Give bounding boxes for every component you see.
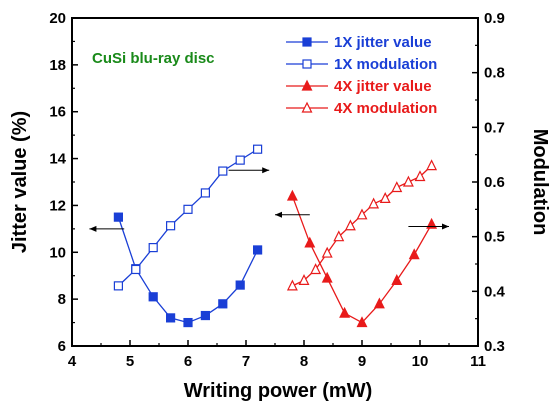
x-axis-ticks: 4 5 6 7 8 9 10 11 bbox=[68, 340, 486, 370]
data-point bbox=[379, 192, 391, 203]
data-point bbox=[426, 217, 438, 229]
data-point bbox=[148, 243, 158, 253]
data-point bbox=[148, 292, 158, 302]
legend-label: 1X modulation bbox=[334, 56, 437, 73]
x-tick-label: 8 bbox=[300, 353, 308, 370]
data-point bbox=[321, 246, 333, 258]
y2-tick-label: 0.9 bbox=[484, 10, 505, 27]
y-tick-label: 16 bbox=[49, 104, 66, 121]
legend-label: 4X jitter value bbox=[334, 78, 432, 95]
data-point bbox=[402, 175, 414, 187]
data-point bbox=[253, 245, 263, 255]
axis-indicator-arrow bbox=[89, 225, 125, 232]
legend-marker bbox=[301, 79, 313, 91]
legend-entry: 4X modulation bbox=[286, 100, 437, 117]
y-tick-label: 20 bbox=[49, 10, 66, 27]
data-point bbox=[131, 264, 141, 275]
y2-axis-title: Modulation bbox=[529, 129, 550, 236]
data-point bbox=[235, 280, 245, 290]
legend-entry: 1X jitter value bbox=[286, 34, 432, 51]
data-point bbox=[253, 144, 263, 154]
data-point bbox=[200, 310, 210, 321]
data-point bbox=[235, 155, 245, 165]
data-point bbox=[166, 313, 176, 323]
data-point bbox=[286, 279, 298, 291]
y-axis-ticks: 6 8 10 12 14 16 18 20 bbox=[49, 10, 78, 355]
x-tick-label: 10 bbox=[412, 353, 429, 370]
data-point bbox=[426, 159, 438, 171]
y2-tick-label: 0.6 bbox=[484, 174, 505, 191]
y-tick-label: 14 bbox=[49, 151, 66, 168]
data-point bbox=[408, 248, 420, 260]
y-tick-label: 8 bbox=[58, 291, 66, 308]
data-point bbox=[304, 236, 316, 248]
y2-tick-label: 0.4 bbox=[484, 283, 506, 300]
arrow-head bbox=[262, 167, 270, 174]
y2-tick-label: 0.8 bbox=[484, 65, 505, 82]
series-1x-modulation bbox=[113, 144, 263, 291]
series-4x-jitter-value bbox=[286, 189, 438, 328]
x-tick-label: 5 bbox=[126, 353, 134, 370]
data-point bbox=[200, 188, 210, 198]
data-point bbox=[356, 316, 368, 328]
y-tick-label: 12 bbox=[49, 197, 66, 214]
x-tick-label: 11 bbox=[470, 353, 486, 370]
arrow-head bbox=[89, 225, 97, 232]
data-point bbox=[391, 274, 403, 285]
data-point bbox=[218, 299, 228, 309]
arrow-head bbox=[275, 211, 282, 218]
data-point bbox=[339, 306, 351, 318]
x-tick-label: 6 bbox=[184, 353, 192, 370]
data-point bbox=[356, 208, 368, 220]
axis-indicator-arrow bbox=[408, 223, 449, 230]
legend-label: 1X jitter value bbox=[334, 34, 432, 51]
data-point bbox=[414, 170, 426, 182]
data-point bbox=[166, 221, 176, 231]
legend: 1X jitter value 1X modulation 4X jitter va… bbox=[286, 34, 437, 117]
legend-marker bbox=[302, 59, 312, 69]
data-point bbox=[286, 189, 298, 201]
x-tick-label: 4 bbox=[68, 353, 77, 370]
data-point bbox=[113, 281, 124, 291]
series-layer bbox=[113, 144, 438, 328]
data-point bbox=[321, 271, 333, 283]
series-4x-modulation bbox=[286, 159, 438, 291]
legend-marker bbox=[302, 37, 312, 47]
data-point bbox=[391, 181, 403, 193]
y2-axis-ticks: 0.3 0.4 0.5 0.6 0.7 0.8 0.9 bbox=[472, 10, 506, 355]
y-axis-title: Jitter value (%) bbox=[9, 111, 31, 253]
data-point bbox=[333, 230, 345, 242]
legend-marker bbox=[301, 101, 313, 113]
data-point bbox=[298, 274, 310, 285]
data-point bbox=[183, 204, 193, 214]
x-tick-label: 9 bbox=[358, 353, 366, 370]
y-tick-label: 18 bbox=[49, 57, 66, 74]
axis-indicator-arrow bbox=[228, 167, 270, 174]
arrow-head bbox=[442, 223, 449, 230]
axis-indicator-arrow bbox=[275, 211, 310, 218]
data-point bbox=[113, 212, 124, 222]
y-tick-label: 10 bbox=[49, 244, 66, 261]
y2-tick-label: 0.3 bbox=[484, 338, 505, 355]
x-axis-title: Writing power (mW) bbox=[184, 380, 373, 402]
x-tick-label: 7 bbox=[242, 353, 250, 370]
legend-entry: 4X jitter value bbox=[286, 78, 432, 95]
y2-tick-label: 0.5 bbox=[484, 229, 505, 246]
data-point bbox=[373, 297, 385, 309]
data-point bbox=[218, 166, 228, 176]
chart-annotation: CuSi blu-ray disc bbox=[92, 50, 215, 67]
y-tick-label: 6 bbox=[58, 338, 66, 355]
y2-tick-label: 0.7 bbox=[484, 119, 505, 136]
data-point bbox=[368, 197, 380, 209]
data-point bbox=[183, 317, 193, 328]
data-point bbox=[344, 219, 356, 231]
data-point bbox=[310, 263, 322, 275]
legend-label: 4X modulation bbox=[334, 100, 437, 117]
legend-entry: 1X modulation bbox=[286, 56, 437, 73]
arrow-layer bbox=[89, 167, 449, 232]
